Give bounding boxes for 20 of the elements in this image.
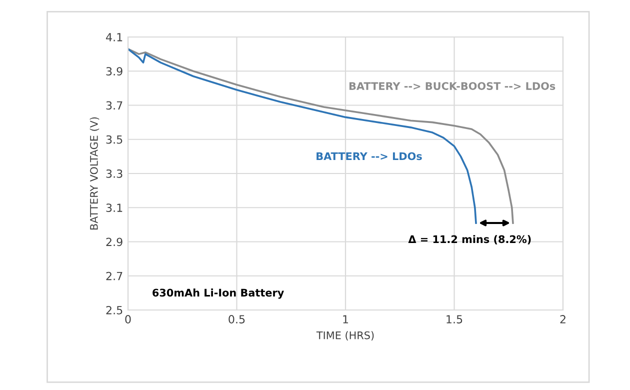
x-tick-label: 1 <box>343 315 348 324</box>
x-tick-label: 1.5 <box>446 315 462 324</box>
y-tick-label: 3.1 <box>106 204 122 212</box>
y-tick-label: 3.5 <box>106 135 122 144</box>
annotation: 630mAh Li-Ion Battery <box>152 288 284 299</box>
x-tick-label: 0 <box>125 315 131 324</box>
series-label: BATTERY --> BUCK-BOOST --> LDOs <box>349 82 556 90</box>
y-tick-label: 3.3 <box>106 169 122 178</box>
y-tick-label: 3.9 <box>106 67 122 76</box>
x-tick-label: 0.5 <box>228 315 245 324</box>
y-tick-label: 2.7 <box>106 272 122 280</box>
x-tick-label: 2 <box>560 315 566 324</box>
annotation: Δ = 11.2 mins (8.2%) <box>408 235 531 244</box>
text: BATTERY --> LDOs <box>316 152 422 160</box>
y-tick-label: 3.7 <box>106 101 122 110</box>
y-tick-label: 4.1 <box>106 33 122 42</box>
x-axis-title: TIME (HRS) <box>316 331 374 340</box>
y-axis-title: BATTERY VOLTAGE (V) <box>90 117 100 230</box>
y-tick-label: 2.9 <box>106 238 122 246</box>
y-tick-label: 2.5 <box>106 306 122 314</box>
